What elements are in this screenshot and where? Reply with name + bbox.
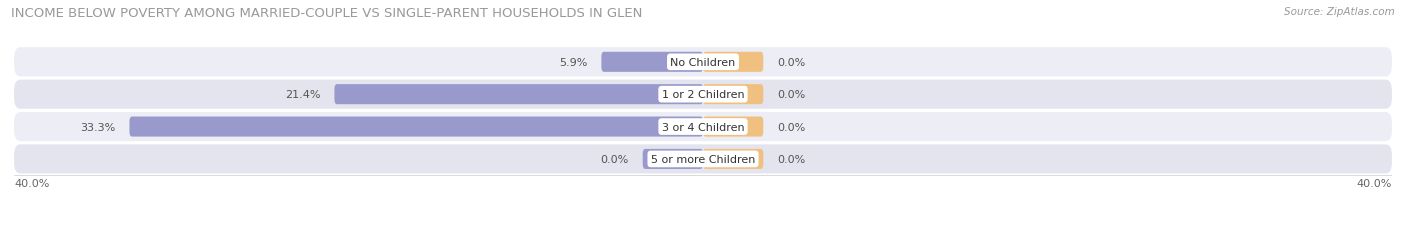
Text: 3 or 4 Children: 3 or 4 Children [662,122,744,132]
Text: 0.0%: 0.0% [778,90,806,100]
FancyBboxPatch shape [335,85,703,105]
Text: No Children: No Children [671,58,735,67]
Text: 5.9%: 5.9% [560,58,588,67]
FancyBboxPatch shape [703,117,763,137]
Text: 5 or more Children: 5 or more Children [651,154,755,164]
Text: 40.0%: 40.0% [1357,178,1392,188]
FancyBboxPatch shape [602,52,703,73]
FancyBboxPatch shape [14,48,1392,77]
Text: 40.0%: 40.0% [14,178,49,188]
Text: 0.0%: 0.0% [778,58,806,67]
FancyBboxPatch shape [14,112,1392,142]
Text: 21.4%: 21.4% [285,90,321,100]
FancyBboxPatch shape [703,149,763,169]
Text: 0.0%: 0.0% [600,154,628,164]
Text: Source: ZipAtlas.com: Source: ZipAtlas.com [1284,7,1395,17]
Text: 33.3%: 33.3% [80,122,115,132]
Legend: Married Couples, Single Parents: Married Couples, Single Parents [586,228,820,231]
Text: 0.0%: 0.0% [778,154,806,164]
FancyBboxPatch shape [14,80,1392,109]
Text: 1 or 2 Children: 1 or 2 Children [662,90,744,100]
FancyBboxPatch shape [14,145,1392,174]
FancyBboxPatch shape [643,149,703,169]
Text: 0.0%: 0.0% [778,122,806,132]
FancyBboxPatch shape [703,85,763,105]
FancyBboxPatch shape [703,52,763,73]
Text: INCOME BELOW POVERTY AMONG MARRIED-COUPLE VS SINGLE-PARENT HOUSEHOLDS IN GLEN: INCOME BELOW POVERTY AMONG MARRIED-COUPL… [11,7,643,20]
FancyBboxPatch shape [129,117,703,137]
